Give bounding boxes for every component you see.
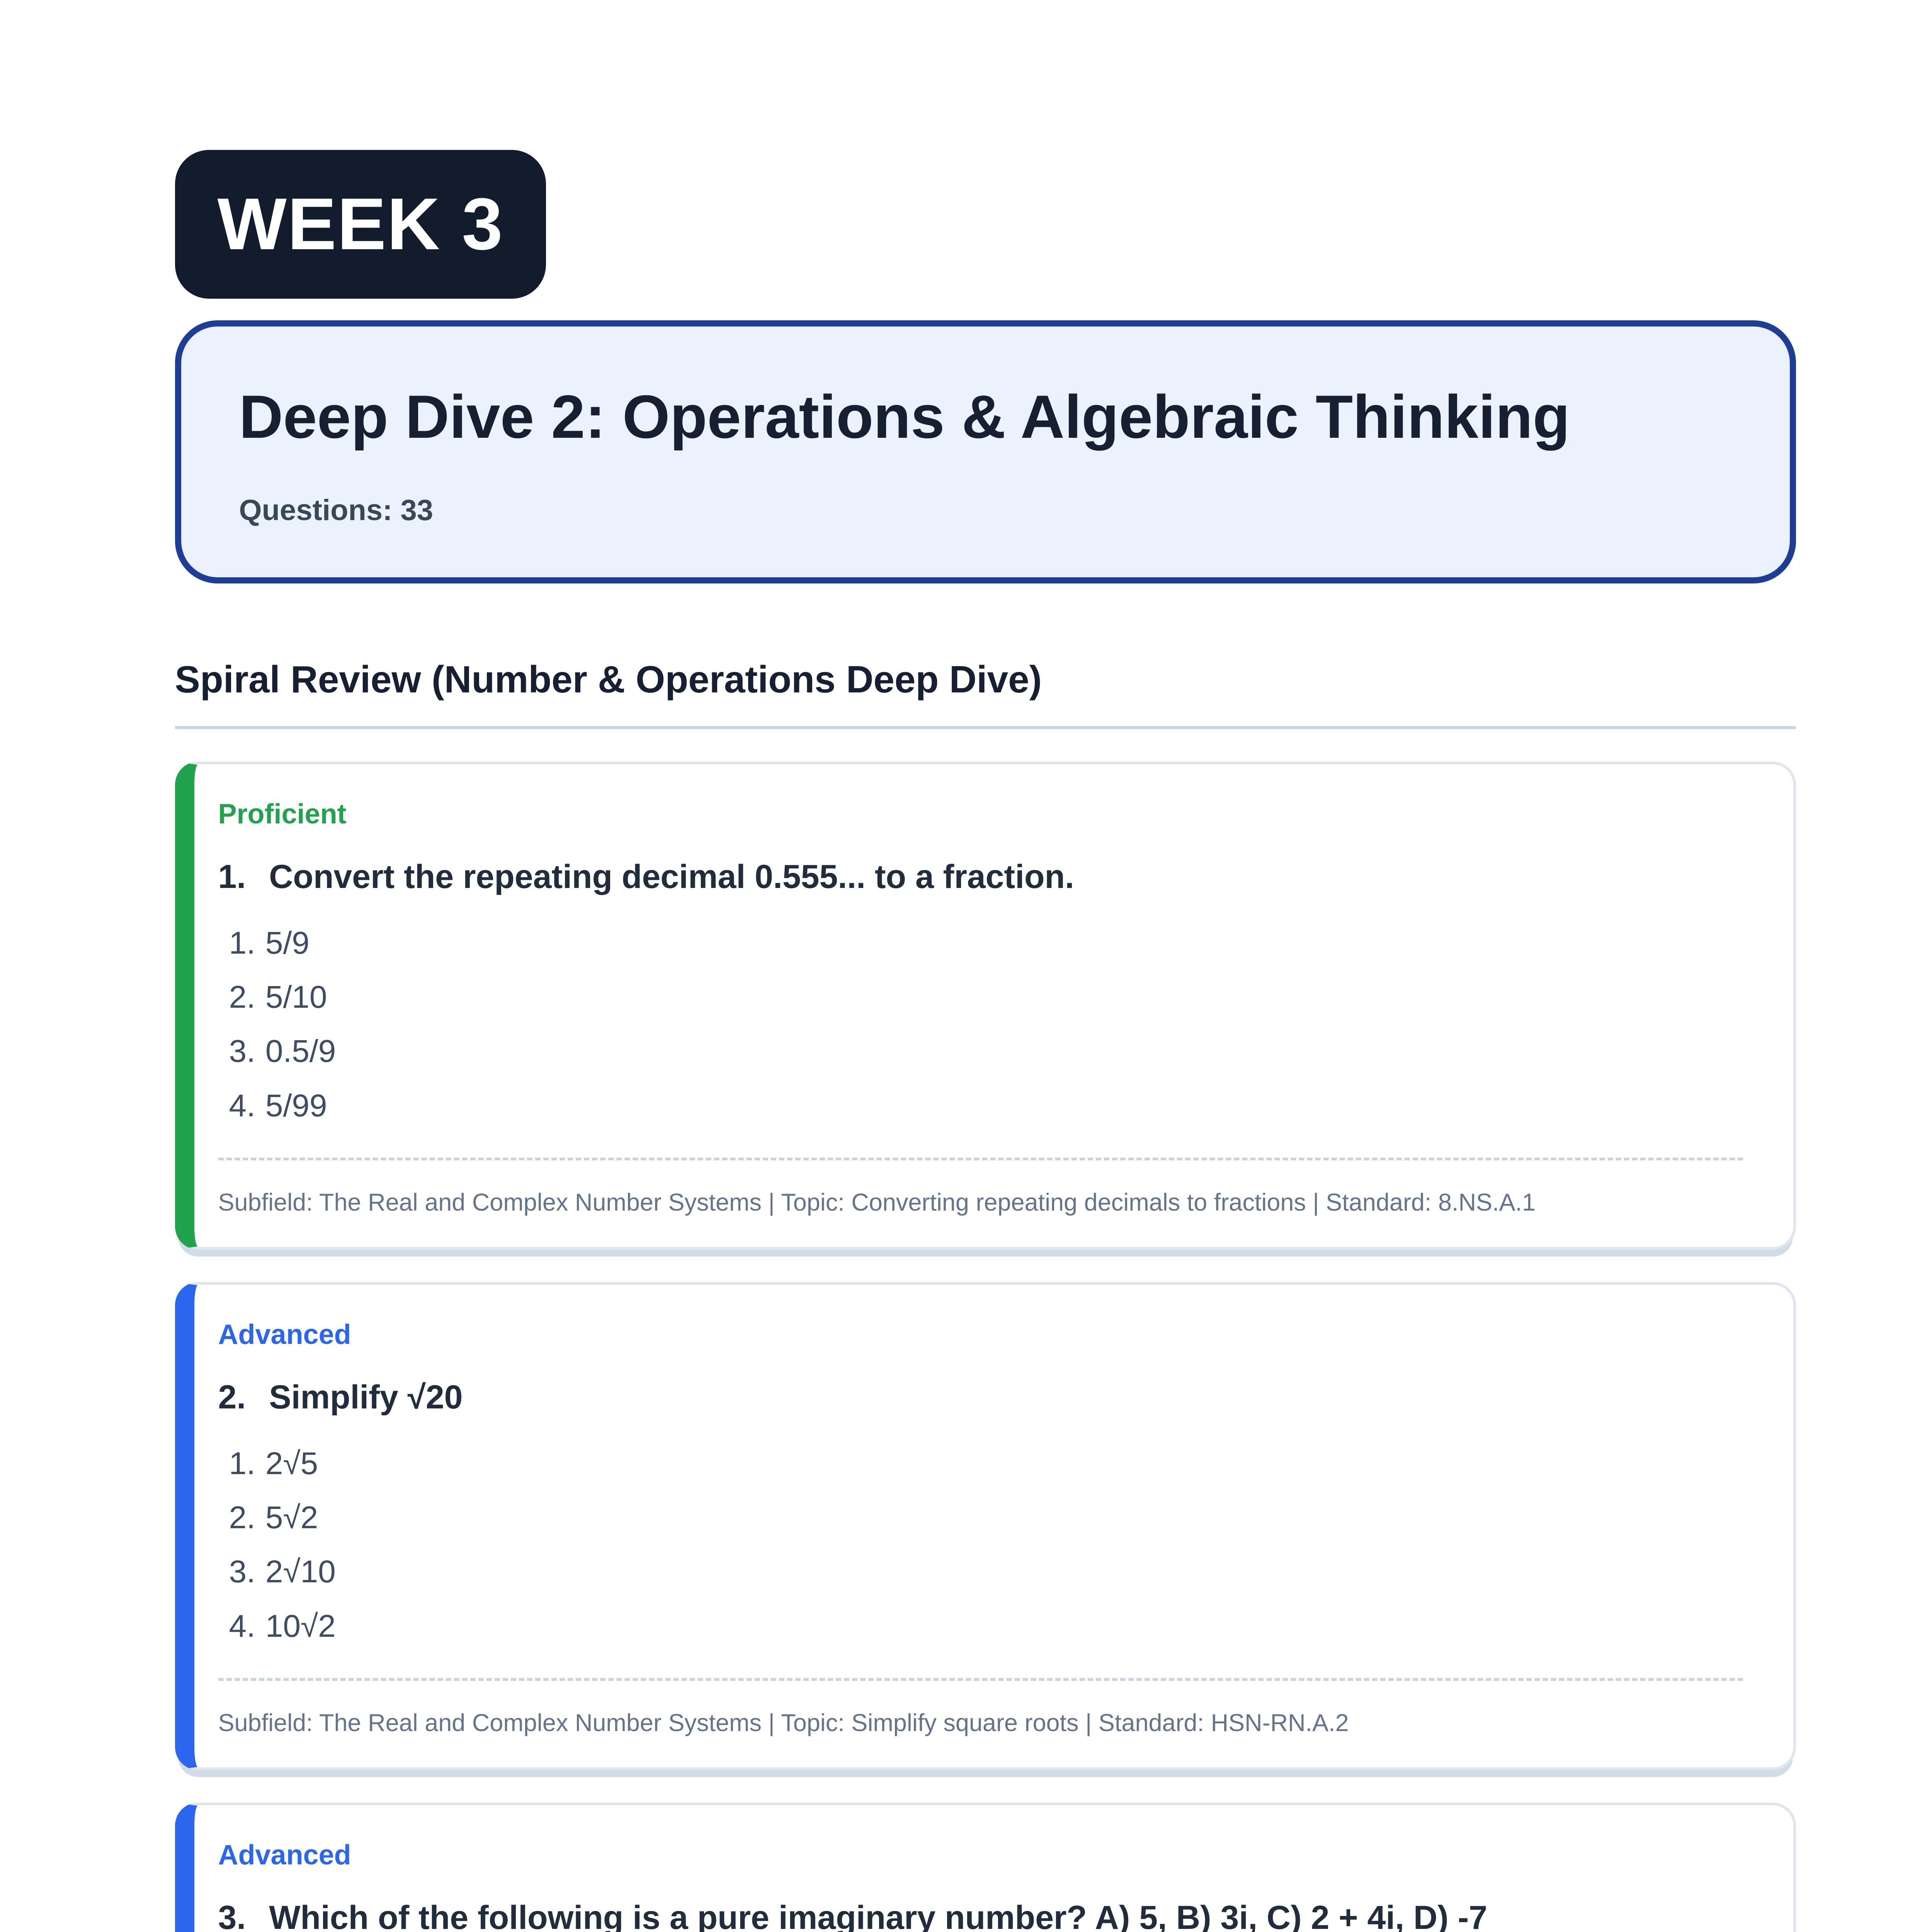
option-text: 5√2 bbox=[265, 1500, 318, 1536]
option-text: 10√2 bbox=[265, 1608, 336, 1644]
option-row: 2. 5√2 bbox=[229, 1499, 1743, 1537]
option-number: 1. bbox=[229, 925, 255, 961]
option-number: 2. bbox=[229, 980, 255, 1015]
question-text: Convert the repeating decimal 0.555... t… bbox=[269, 858, 1074, 895]
question-row: 3. Which of the following is a pure imag… bbox=[218, 1898, 1743, 1932]
question-text: Simplify √20 bbox=[269, 1378, 463, 1416]
question-number: 3. bbox=[218, 1899, 246, 1932]
page-title: Deep Dive 2: Operations & Algebraic Thin… bbox=[239, 383, 1570, 451]
week-badge: WEEK 3 bbox=[175, 150, 546, 299]
option-text: 5/10 bbox=[265, 980, 327, 1015]
option-number: 4. bbox=[229, 1608, 255, 1644]
question-card-3: Advanced 3. Which of the following is a … bbox=[175, 1802, 1796, 1932]
option-row: 4. 10√2 bbox=[229, 1607, 1743, 1645]
question-card-1: Proficient 1. Convert the repeating deci… bbox=[175, 761, 1796, 1250]
worksheet-page: WEEK 3 Deep Dive 2: Operations & Algebra… bbox=[175, 0, 1796, 1932]
option-number: 3. bbox=[229, 1554, 255, 1590]
question-row: 2. Simplify √20 bbox=[218, 1377, 1743, 1418]
question-text: Which of the following is a pure imagina… bbox=[269, 1899, 1488, 1932]
question-row: 1. Convert the repeating decimal 0.555..… bbox=[218, 857, 1743, 897]
header-card: Deep Dive 2: Operations & Algebraic Thin… bbox=[175, 320, 1796, 583]
option-text: 5/99 bbox=[265, 1088, 327, 1123]
options-list: 1. 2√5 2. 5√2 3. 2√10 4. 10√2 bbox=[218, 1445, 1743, 1646]
difficulty-badge: Advanced bbox=[218, 1319, 351, 1350]
option-row: 1. 2√5 bbox=[229, 1445, 1743, 1483]
option-text: 5/9 bbox=[265, 925, 310, 961]
dashed-divider bbox=[218, 1678, 1743, 1681]
option-row: 4. 5/99 bbox=[229, 1087, 1743, 1125]
option-number: 3. bbox=[229, 1034, 255, 1069]
option-text: 2√10 bbox=[265, 1554, 336, 1590]
question-meta: Subfield: The Real and Complex Number Sy… bbox=[218, 1709, 1349, 1737]
question-count: Questions: 33 bbox=[239, 493, 434, 527]
section-divider bbox=[175, 726, 1796, 729]
difficulty-badge: Proficient bbox=[218, 798, 347, 830]
options-list: 1. 5/9 2. 5/10 3. 0.5/9 4. 5/99 bbox=[218, 924, 1743, 1125]
difficulty-badge: Advanced bbox=[218, 1839, 351, 1871]
option-row: 3. 0.5/9 bbox=[229, 1032, 1743, 1070]
option-number: 2. bbox=[229, 1500, 255, 1536]
option-row: 3. 2√10 bbox=[229, 1553, 1743, 1591]
week-badge-label: WEEK 3 bbox=[217, 183, 503, 265]
question-number: 1. bbox=[218, 858, 246, 895]
option-text: 0.5/9 bbox=[265, 1034, 336, 1069]
question-meta: Subfield: The Real and Complex Number Sy… bbox=[218, 1189, 1536, 1216]
option-number: 1. bbox=[229, 1446, 255, 1481]
option-row: 1. 5/9 bbox=[229, 924, 1743, 962]
option-text: 2√5 bbox=[265, 1446, 318, 1481]
option-number: 4. bbox=[229, 1088, 255, 1123]
dashed-divider bbox=[218, 1158, 1743, 1161]
option-row: 2. 5/10 bbox=[229, 978, 1743, 1016]
section-heading: Spiral Review (Number & Operations Deep … bbox=[175, 658, 1042, 701]
question-card-2: Advanced 2. Simplify √20 1. 2√5 2. 5√2 3… bbox=[175, 1282, 1796, 1770]
question-number: 2. bbox=[218, 1378, 246, 1416]
